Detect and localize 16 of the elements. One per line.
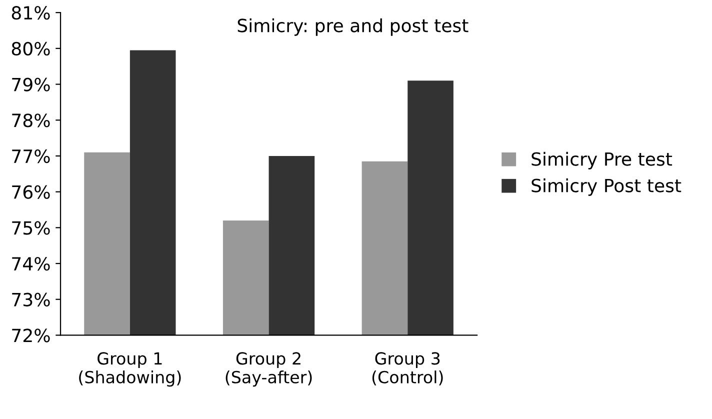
y-tick-label: 80% (12, 42, 50, 56)
legend-label: Simicry Pre test (532, 152, 672, 170)
y-tick-label: 78% (12, 114, 50, 128)
x-tick-label: Group 2 (Say-after) (226, 352, 312, 387)
y-tick-label: 77% (12, 149, 50, 164)
legend-label: Simicry Post test (532, 178, 682, 196)
y-tick-label: 79% (12, 78, 50, 92)
y-tick-label: 75% (12, 221, 50, 235)
x-tick-label: Group 3 (Control) (372, 352, 443, 386)
x-tick-label: Group 1 (Shadowing) (79, 352, 181, 387)
y-tick-label: 72% (12, 328, 50, 342)
y-tick-label: 74% (12, 256, 50, 271)
y-tick-label: 76% (12, 185, 50, 199)
chart-title: Simicry: pre and post test (238, 18, 468, 36)
y-tick-label: 73% (12, 292, 50, 306)
y-tick-label: 81% (12, 6, 50, 20)
